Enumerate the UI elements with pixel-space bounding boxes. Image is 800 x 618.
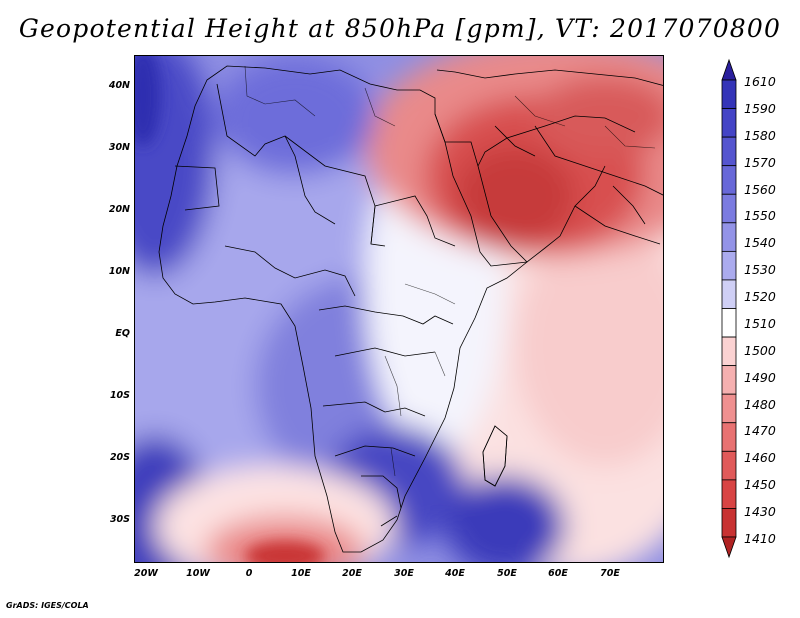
colorbar-label-1530: 1530 — [744, 262, 776, 278]
lat-label-40n: 40N — [108, 80, 130, 91]
lon-label-10e: 10E — [291, 568, 311, 579]
lat-label-20s: 20S — [109, 452, 130, 463]
colorbar-swatch-1450 — [721, 479, 737, 509]
coastlines — [158, 65, 663, 553]
colorbar-top-arrow — [721, 58, 737, 81]
colorbar-swatch-1560 — [721, 165, 737, 195]
colorbar-swatch-1470 — [721, 422, 737, 452]
colorbar-label-1580: 1580 — [744, 127, 776, 143]
lat-label-30s: 30S — [109, 514, 130, 525]
colorbar-label-1550: 1550 — [744, 208, 776, 224]
lat-label-eq: EQ — [115, 328, 130, 339]
colorbar-label-1430: 1430 — [744, 504, 776, 520]
lon-label-0: 0 — [245, 568, 253, 579]
colorbar-label-1570: 1570 — [744, 154, 776, 170]
lat-label-30n: 30N — [108, 142, 130, 153]
lon-label-20e: 20E — [342, 568, 362, 579]
colorbar-swatch-1430 — [721, 508, 737, 538]
lon-label-60e: 60E — [548, 568, 568, 579]
credit-text: GrADS: IGES/COLA — [6, 601, 89, 610]
colorbar-label-1470: 1470 — [744, 423, 776, 439]
colorbar-label-1410: 1410 — [744, 531, 776, 546]
lon-label-20w: 20W — [134, 568, 158, 579]
colorbar-label-1460: 1460 — [744, 450, 776, 466]
colorbar-label-1500: 1500 — [744, 342, 776, 358]
lon-label-50e: 50E — [497, 568, 517, 579]
colorbar-label-1450: 1450 — [744, 477, 776, 493]
chart-title: Geopotential Height at 850hPa [gpm], VT:… — [18, 14, 782, 43]
colorbar-swatch-1500 — [721, 336, 737, 367]
colorbar-swatch-1550 — [721, 193, 737, 224]
colorbar-label-1560: 1560 — [744, 181, 776, 197]
height-field — [135, 56, 663, 562]
map-plot-area — [134, 55, 664, 563]
colorbar-label-1540: 1540 — [744, 235, 776, 251]
colorbar-swatch-1520 — [721, 279, 737, 309]
lon-label-70e: 70E — [600, 568, 620, 579]
colorbar-label-1590: 1590 — [744, 100, 776, 116]
colorbar-swatch-1570 — [721, 136, 737, 167]
colorbar-bottom-arrow — [721, 536, 737, 559]
geopotential-height-map — [135, 56, 663, 562]
lat-label-10n: 10N — [108, 266, 130, 277]
lon-label-40e: 40E — [445, 568, 465, 579]
colorbar-swatch-1510 — [721, 308, 737, 338]
colorbar-swatch-1580 — [721, 108, 737, 138]
colorbar-swatch-1530 — [721, 250, 737, 281]
colorbar-label-1610: 1610 — [744, 74, 776, 89]
lat-label-20n: 20N — [108, 204, 130, 215]
colorbar-label-1490: 1490 — [744, 369, 776, 385]
colorbar-swatch-1540 — [721, 222, 737, 252]
lon-label-10w: 10W — [186, 568, 210, 579]
lat-label-10s: 10S — [109, 390, 130, 401]
colorbar-swatch-1490 — [721, 365, 737, 395]
colorbar-label-1520: 1520 — [744, 289, 776, 305]
colorbar-swatch-1590 — [721, 79, 737, 109]
colorbar-label-1510: 1510 — [744, 315, 776, 331]
lon-label-30e: 30E — [394, 568, 414, 579]
colorbar-swatch-1460 — [721, 450, 737, 481]
colorbar-label-1480: 1480 — [744, 396, 776, 412]
colorbar-swatch-1480 — [721, 393, 737, 424]
